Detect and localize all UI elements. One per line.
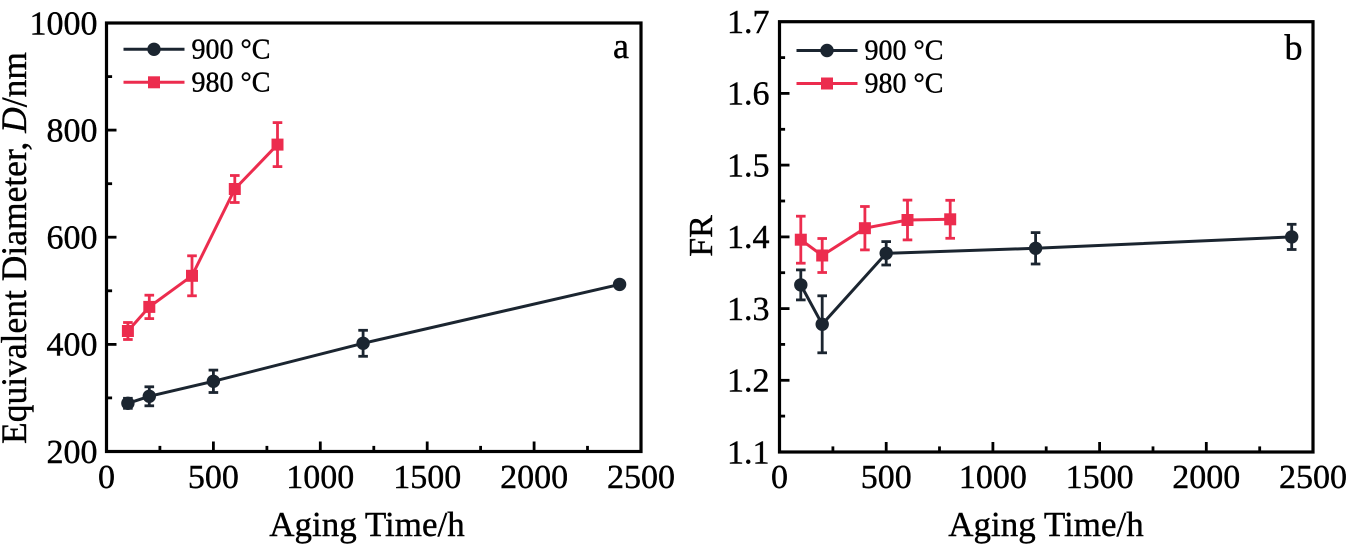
svg-text:500: 500 [861,459,912,496]
svg-text:980 °C: 980 °C [865,69,944,100]
svg-text:Aging Time/h: Aging Time/h [269,505,465,544]
svg-text:400: 400 [47,327,98,364]
svg-text:2500: 2500 [1279,459,1347,496]
svg-text:1.3: 1.3 [727,291,770,328]
svg-text:2000: 2000 [500,459,568,496]
svg-text:Equivalent Diameter, D/nm: Equivalent Diameter, D/nm [0,52,34,444]
svg-text:b: b [1285,28,1303,68]
svg-text:1000: 1000 [286,459,354,496]
svg-text:1.1: 1.1 [727,434,770,471]
svg-text:Aging Time/h: Aging Time/h [948,505,1144,544]
svg-text:1.7: 1.7 [727,4,770,41]
svg-text:600: 600 [47,220,98,257]
svg-text:1.4: 1.4 [727,219,770,256]
svg-text:0: 0 [98,459,115,496]
svg-text:2500: 2500 [607,459,675,496]
svg-text:1000: 1000 [959,459,1027,496]
svg-text:0: 0 [771,459,788,496]
svg-text:1.5: 1.5 [727,147,770,184]
svg-text:2000: 2000 [1172,459,1240,496]
svg-text:900 °C: 900 °C [192,34,271,65]
svg-text:1.6: 1.6 [727,76,770,113]
svg-text:1500: 1500 [1066,459,1134,496]
svg-text:FR: FR [683,215,720,257]
svg-text:200: 200 [47,434,98,471]
svg-text:1.2: 1.2 [727,363,770,400]
svg-text:a: a [613,26,629,66]
svg-text:1500: 1500 [393,459,461,496]
svg-text:500: 500 [188,459,239,496]
svg-text:900 °C: 900 °C [865,36,944,67]
svg-text:980 °C: 980 °C [192,67,271,98]
svg-text:1000: 1000 [30,5,98,42]
svg-text:800: 800 [47,112,98,149]
